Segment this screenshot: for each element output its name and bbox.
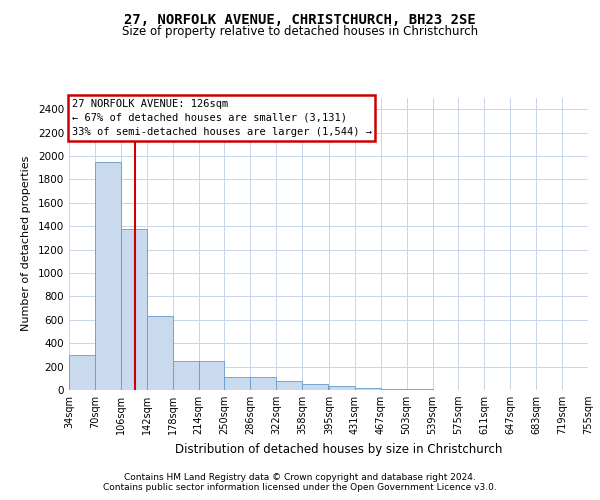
- Bar: [224, 376, 250, 390]
- Text: Contains public sector information licensed under the Open Government Licence v3: Contains public sector information licen…: [103, 484, 497, 492]
- Bar: [302, 384, 328, 390]
- Bar: [121, 228, 147, 390]
- Text: Distribution of detached houses by size in Christchurch: Distribution of detached houses by size …: [175, 442, 503, 456]
- Text: Contains HM Land Registry data © Crown copyright and database right 2024.: Contains HM Land Registry data © Crown c…: [124, 472, 476, 482]
- Bar: [355, 388, 380, 390]
- Bar: [329, 386, 355, 390]
- Bar: [147, 316, 173, 390]
- Bar: [380, 389, 407, 390]
- Bar: [69, 355, 95, 390]
- Text: Size of property relative to detached houses in Christchurch: Size of property relative to detached ho…: [122, 25, 478, 38]
- Text: 27 NORFOLK AVENUE: 126sqm
← 67% of detached houses are smaller (3,131)
33% of se: 27 NORFOLK AVENUE: 126sqm ← 67% of detac…: [71, 99, 371, 137]
- Y-axis label: Number of detached properties: Number of detached properties: [21, 156, 31, 332]
- Bar: [277, 380, 302, 390]
- Text: 27, NORFOLK AVENUE, CHRISTCHURCH, BH23 2SE: 27, NORFOLK AVENUE, CHRISTCHURCH, BH23 2…: [124, 12, 476, 26]
- Bar: [199, 361, 224, 390]
- Bar: [173, 361, 199, 390]
- Bar: [95, 162, 121, 390]
- Bar: [250, 376, 277, 390]
